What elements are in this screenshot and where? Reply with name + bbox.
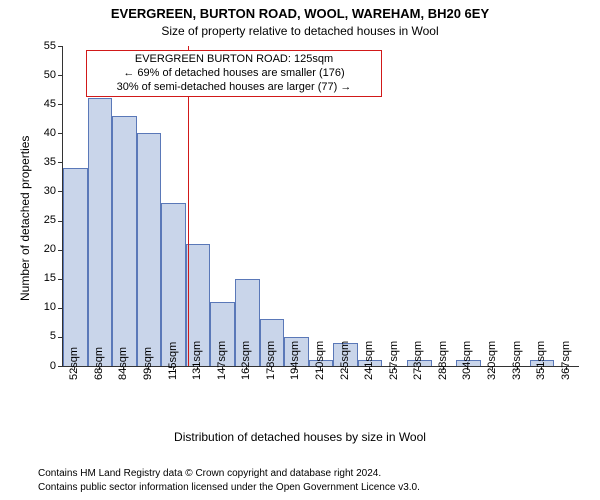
histogram-bar <box>112 116 137 366</box>
y-tick-mark <box>58 75 62 76</box>
y-tick-label: 10 <box>30 301 56 313</box>
y-tick-label: 45 <box>30 98 56 110</box>
attribution-line-2: Contains public sector information licen… <box>38 482 420 493</box>
histogram-bar <box>88 98 113 366</box>
histogram-bar <box>137 133 162 366</box>
y-tick-mark <box>58 221 62 222</box>
chart-title: EVERGREEN, BURTON ROAD, WOOL, WAREHAM, B… <box>0 6 600 21</box>
annotation-line: EVERGREEN BURTON ROAD: 125sqm <box>89 53 379 67</box>
annotation-line: 30% of semi-detached houses are larger (… <box>89 81 379 95</box>
y-tick-mark <box>58 133 62 134</box>
y-tick-label: 25 <box>30 214 56 226</box>
x-axis-label: Distribution of detached houses by size … <box>0 430 600 444</box>
y-tick-label: 55 <box>30 40 56 52</box>
y-tick-label: 0 <box>30 360 56 372</box>
y-tick-label: 40 <box>30 127 56 139</box>
chart-container: EVERGREEN, BURTON ROAD, WOOL, WAREHAM, B… <box>0 0 600 500</box>
y-tick-mark <box>58 250 62 251</box>
y-tick-mark <box>58 308 62 309</box>
y-tick-mark <box>58 366 62 367</box>
histogram-bar <box>63 168 88 366</box>
annotation-box: EVERGREEN BURTON ROAD: 125sqm← 69% of de… <box>86 50 382 97</box>
y-tick-label: 50 <box>30 69 56 81</box>
y-tick-mark <box>58 46 62 47</box>
attribution-line-1: Contains HM Land Registry data © Crown c… <box>38 468 381 479</box>
y-tick-label: 30 <box>30 185 56 197</box>
y-tick-label: 20 <box>30 243 56 255</box>
y-tick-mark <box>58 162 62 163</box>
y-tick-label: 35 <box>30 156 56 168</box>
y-tick-mark <box>58 337 62 338</box>
y-tick-label: 15 <box>30 272 56 284</box>
y-tick-label: 5 <box>30 330 56 342</box>
annotation-line: ← 69% of detached houses are smaller (17… <box>89 67 379 81</box>
y-tick-mark <box>58 191 62 192</box>
chart-subtitle: Size of property relative to detached ho… <box>0 24 600 38</box>
y-tick-mark <box>58 104 62 105</box>
y-tick-mark <box>58 279 62 280</box>
